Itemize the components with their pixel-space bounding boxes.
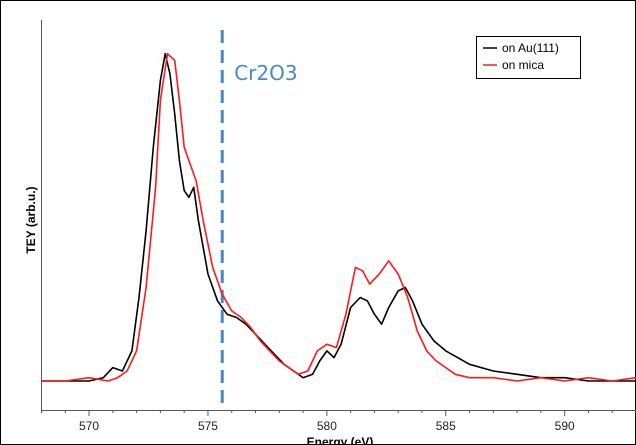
legend-label-au: on Au(111) — [502, 41, 559, 55]
legend-label-mica: on mica — [502, 58, 544, 72]
x-tick-label: 570 — [79, 419, 99, 433]
series-group — [41, 52, 636, 382]
reference-label: Cr2O3 — [234, 61, 297, 85]
series-line-1 — [41, 52, 636, 382]
x-tick-label: 590 — [555, 419, 575, 433]
legend: on Au(111) on mica — [476, 36, 581, 79]
x-tick-labels: 570 575 580 585 590 — [79, 419, 575, 433]
x-ticks — [41, 410, 636, 416]
x-axis-title: Energy (eV) — [307, 435, 374, 445]
legend-box — [476, 36, 581, 79]
y-axis-title: TEY (arb.u.) — [24, 186, 38, 253]
x-tick-label: 585 — [436, 419, 456, 433]
x-tick-label: 575 — [198, 419, 218, 433]
x-tick-label: 580 — [317, 419, 337, 433]
